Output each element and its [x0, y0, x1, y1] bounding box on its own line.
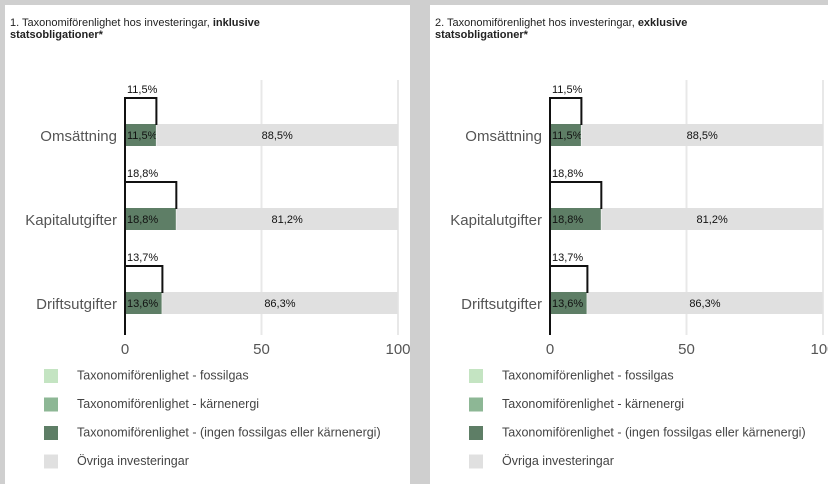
- legend-label: Taxonomiförenlighet - (ingen fossilgas e…: [77, 425, 381, 439]
- chart-title: 1. Taxonomiförenlighet hos investeringar…: [10, 17, 340, 41]
- x-tick-label: 50: [678, 341, 695, 358]
- data-label: 81,2%: [697, 214, 728, 226]
- category-label: Omsättning: [465, 128, 542, 145]
- total-bracket: [125, 181, 178, 209]
- chart-title: 2. Taxonomiförenlighet hos investeringar…: [435, 17, 765, 41]
- legend-label: Taxonomiförenlighet - fossilgas: [77, 368, 249, 382]
- bar-segment: [176, 208, 398, 230]
- bar-segment: [550, 292, 588, 314]
- total-label: 11,5%: [552, 84, 583, 96]
- chart: 0 50 100 Omsättning 11,5% 88,5% 11,5% Kapitalut…: [25, 80, 410, 469]
- legend-label: Taxonomiförenlighet - kärnenergi: [77, 397, 259, 411]
- chart-panel: 2. Taxonomiförenlighet hos investeringar…: [430, 5, 828, 484]
- x-tick-label: 50: [253, 341, 270, 358]
- bar-segment: [125, 124, 157, 146]
- title-emphasis: exklusive statsobligationer*: [435, 17, 688, 41]
- total-label: 13,7%: [552, 252, 583, 264]
- title-emphasis: inklusive statsobligationer*: [10, 17, 260, 41]
- total-label: 18,8%: [127, 168, 158, 180]
- total-label: 18,8%: [552, 168, 583, 180]
- bar-segment: [162, 292, 398, 314]
- total-label: 11,5%: [127, 84, 158, 96]
- total-label: 13,7%: [127, 252, 158, 264]
- data-label: 13,6%: [552, 298, 583, 310]
- legend-swatch: [469, 454, 483, 469]
- bar-segment: [125, 292, 163, 314]
- category-label: Omsättning: [40, 128, 117, 145]
- bar-segment: [587, 292, 823, 314]
- legend-swatch: [44, 369, 58, 383]
- legend-swatch: [469, 426, 483, 440]
- legend-label: Taxonomiförenlighet - kärnenergi: [502, 397, 684, 411]
- x-tick-label: 100: [385, 341, 410, 358]
- x-tick-label: 0: [546, 341, 554, 358]
- legend-swatch: [469, 397, 483, 412]
- title-text: 2. Taxonomiförenlighet hos investeringar…: [435, 17, 638, 29]
- total-bracket: [125, 265, 164, 293]
- legend-label: Övriga investeringar: [77, 454, 189, 468]
- bar-segment: [581, 124, 823, 146]
- category-label: Kapitalutgifter: [450, 212, 542, 229]
- data-label: 18,8%: [127, 214, 158, 226]
- data-label: 13,6%: [127, 298, 158, 310]
- data-label: 86,3%: [264, 298, 295, 310]
- bar-segment: [550, 208, 602, 230]
- category-label: Kapitalutgifter: [25, 212, 117, 229]
- title-text: 1. Taxonomiförenlighet hos investeringar…: [10, 17, 213, 29]
- bar-segment: [601, 208, 823, 230]
- category-label: Driftsutgifter: [461, 296, 542, 313]
- legend-swatch: [44, 397, 58, 412]
- total-bracket: [550, 265, 589, 293]
- total-bracket: [125, 97, 158, 125]
- bar-segment: [125, 208, 177, 230]
- legend-label: Taxonomiförenlighet - (ingen fossilgas e…: [502, 425, 806, 439]
- x-tick-label: 0: [121, 341, 129, 358]
- legend-swatch: [469, 369, 483, 383]
- category-label: Driftsutgifter: [36, 296, 117, 313]
- chart-panel: 1. Taxonomiförenlighet hos investeringar…: [5, 5, 410, 484]
- data-label: 11,5%: [127, 130, 158, 142]
- total-bracket: [550, 97, 583, 125]
- data-label: 11,5%: [552, 130, 583, 142]
- bar-segment: [156, 124, 398, 146]
- data-label: 81,2%: [272, 214, 303, 226]
- data-label: 88,5%: [262, 130, 293, 142]
- legend-swatch: [44, 454, 58, 469]
- x-tick-label: 100: [810, 341, 828, 358]
- bar-segment: [550, 124, 582, 146]
- chart: 0 50 100 Omsättning 11,5% 88,5% 11,5% Kapitalut…: [450, 80, 828, 469]
- data-label: 88,5%: [687, 130, 718, 142]
- data-label: 18,8%: [552, 214, 583, 226]
- total-bracket: [550, 181, 603, 209]
- data-label: 86,3%: [689, 298, 720, 310]
- legend-label: Taxonomiförenlighet - fossilgas: [502, 368, 674, 382]
- legend-label: Övriga investeringar: [502, 454, 614, 468]
- legend-swatch: [44, 426, 58, 440]
